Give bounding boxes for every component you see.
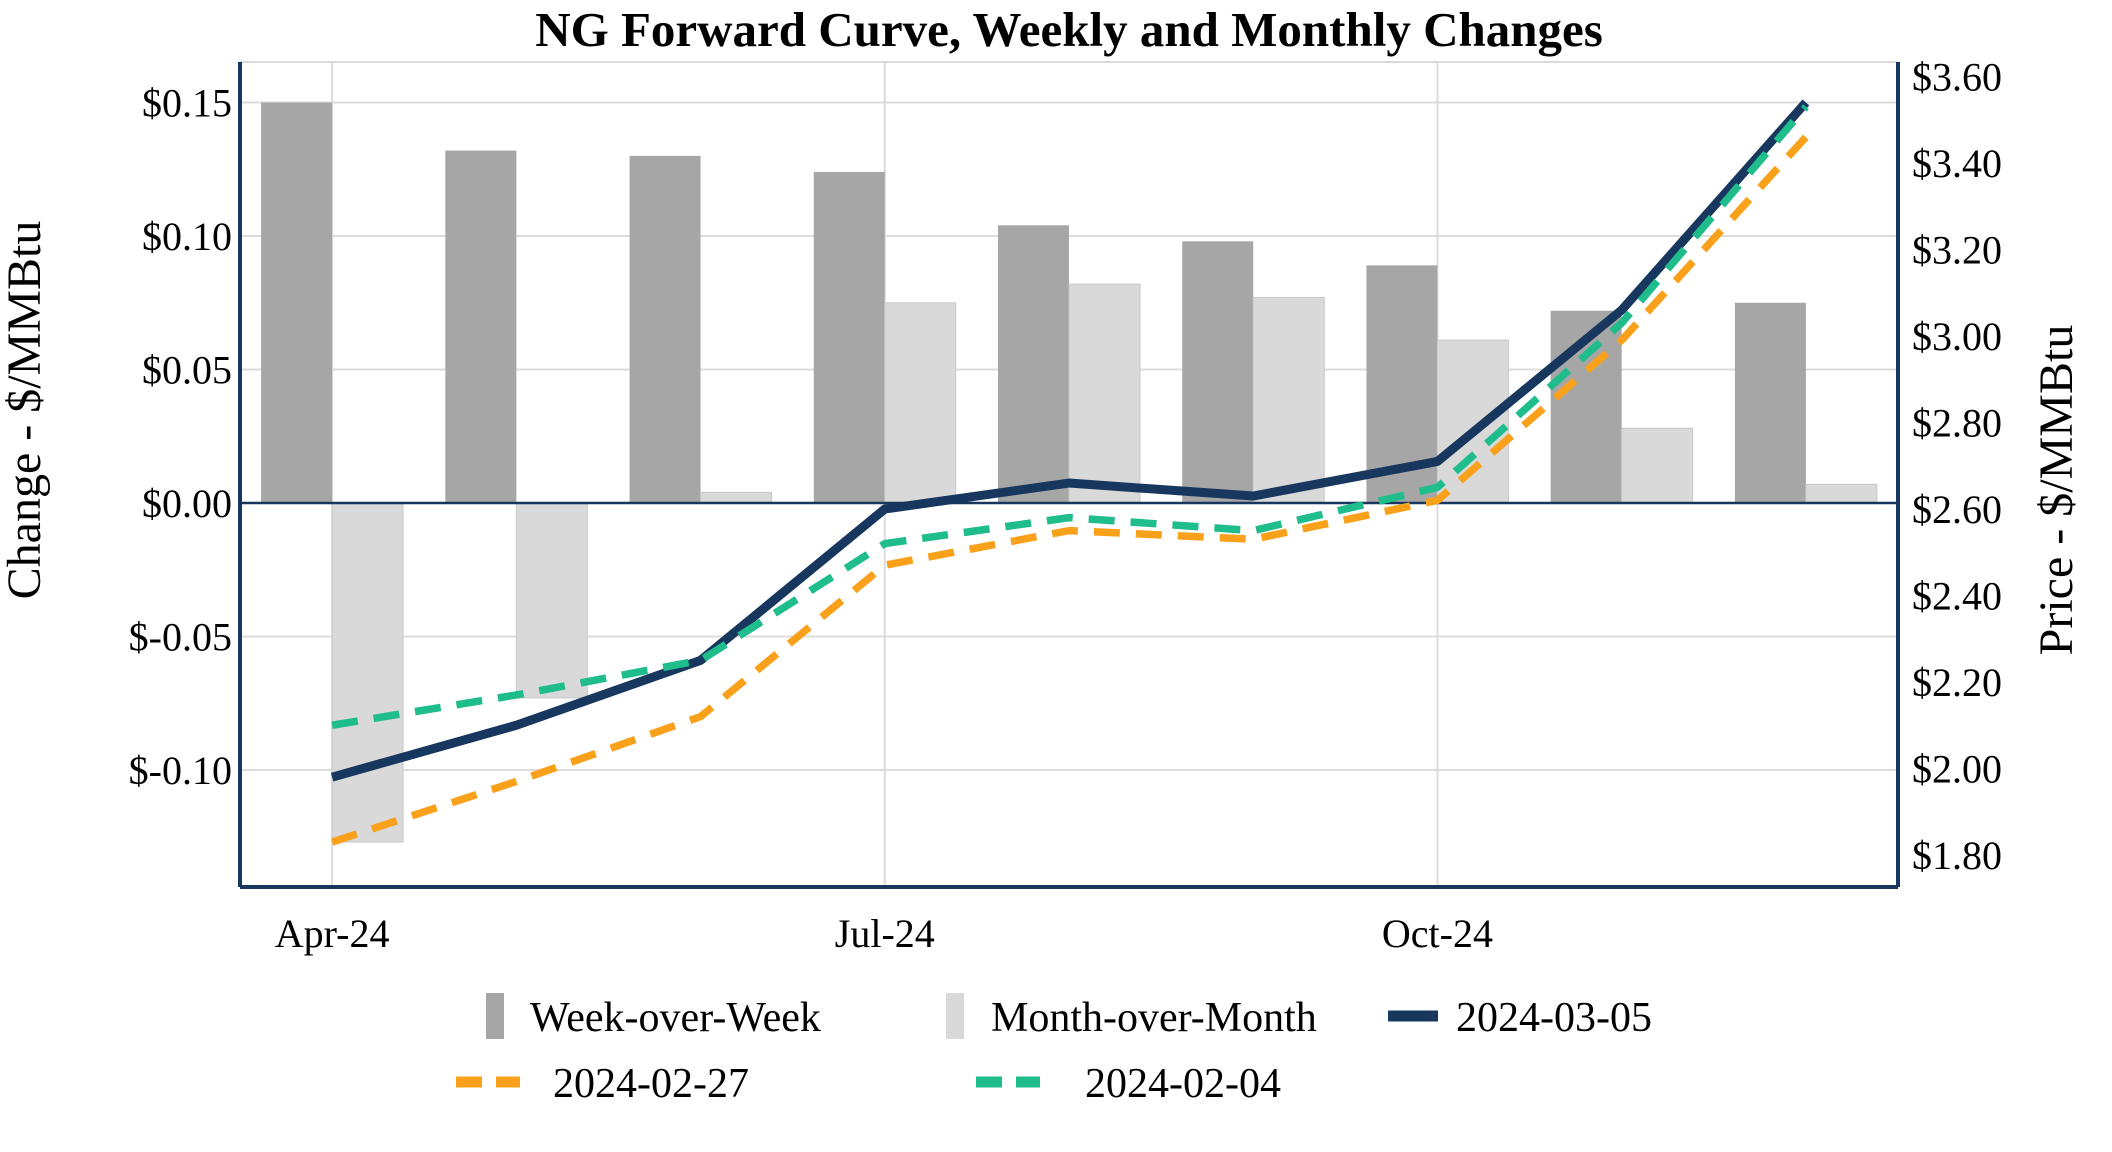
bar-Week-over-Week-May-24 [445,150,517,503]
bar-Month-over-Month-Jul-24 [884,302,957,504]
bar-Week-over-Week-Jul-24 [813,171,885,504]
chart-title: NG Forward Curve, Weekly and Monthly Cha… [535,2,1603,57]
line-2024-03-05 [330,99,1810,782]
right-tick-$3.20: $3.20 [1912,228,2002,273]
right-tick-$2.40: $2.40 [1912,574,2002,619]
bar-Week-over-Week-Aug-24 [998,225,1069,503]
legend-swatch-Month-over-Month [946,993,964,1039]
x-tick-Jul-24: Jul-24 [835,911,935,956]
bar-Month-over-Month-Sep-24 [1252,296,1325,504]
bar-Week-over-Week-Jun-24 [629,155,701,503]
right-tick-$3.60: $3.60 [1912,55,2002,100]
legend-swatch-Week-over-Week [486,993,504,1039]
x-tick-Oct-24: Oct-24 [1382,911,1493,956]
legend-label-2024-02-27: 2024-02-27 [553,1061,749,1107]
bar-Week-over-Week-Sep-24 [1182,241,1254,503]
bar-Month-over-Month-Oct-24 [1436,339,1509,504]
axis-tick-labels: $0.15 $0.10 $0.05 $0.00 $-0.05 $-0.10 $3.60 $3.… [129,55,2002,957]
bar-Month-over-Month-Aug-24 [1068,283,1141,504]
right-tick-$3.00: $3.00 [1912,314,2002,359]
legend-label-2024-03-05: 2024-03-05 [1456,995,1652,1041]
right-tick-$2.80: $2.80 [1912,401,2002,446]
bar-Month-over-Month-Dec-24 [1805,483,1878,504]
bar-Month-over-Month-Apr-24 [331,502,404,843]
line-series-layer [330,99,1810,846]
right-tick-$3.40: $3.40 [1912,141,2002,186]
left-tick-$0.10: $0.10 [142,214,232,259]
legend-label-2024-02-04: 2024-02-04 [1085,1061,1281,1107]
legend-label-Week-over-Week: Week-over-Week [530,995,821,1041]
right-tick-$2.20: $2.20 [1912,660,2002,705]
legend: Week-over-Week Month-over-Month 2024-03-05… [456,993,1652,1107]
line-2024-02-04 [331,104,1809,729]
left-tick-$0.05: $0.05 [142,348,232,393]
bar-Week-over-Week-Dec-24 [1734,302,1806,503]
left-tick-$-0.05: $-0.05 [129,615,232,660]
bar-Month-over-Month-May-24 [515,502,588,699]
left-tick-$-0.10: $-0.10 [129,748,232,793]
legend-label-Month-over-Month: Month-over-Month [991,995,1317,1041]
right-axis-title: Price - $/MMBtu [2030,325,2083,656]
left-tick-$0.00: $0.00 [142,481,232,526]
right-tick-$2.00: $2.00 [1912,747,2002,792]
bar-Month-over-Month-Nov-24 [1621,427,1694,504]
right-tick-$2.60: $2.60 [1912,487,2002,532]
bar-series-layer [261,102,1878,843]
line-2024-02-27 [330,134,1809,846]
bar-Week-over-Week-Apr-24 [261,102,333,503]
left-axis-title: Change - $/MMBtu [0,221,51,600]
x-tick-Apr-24: Apr-24 [275,911,390,956]
bar-Month-over-Month-Jun-24 [700,491,773,504]
left-tick-$0.15: $0.15 [142,81,232,126]
right-tick-$1.80: $1.80 [1912,833,2002,878]
plot-border [238,61,1900,889]
